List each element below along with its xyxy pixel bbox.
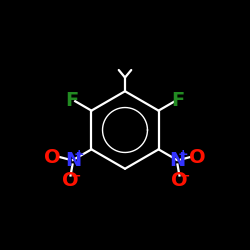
Text: F: F [171,90,184,110]
Text: O: O [171,172,188,190]
Text: N: N [65,150,81,170]
Text: N: N [169,150,185,170]
Text: +: + [177,148,188,162]
Text: O: O [189,148,206,167]
Text: O: O [44,148,61,167]
Text: +: + [73,148,84,162]
Text: −: − [180,170,190,182]
Text: F: F [66,90,79,110]
Text: O: O [62,172,79,190]
Text: −: − [71,170,81,182]
